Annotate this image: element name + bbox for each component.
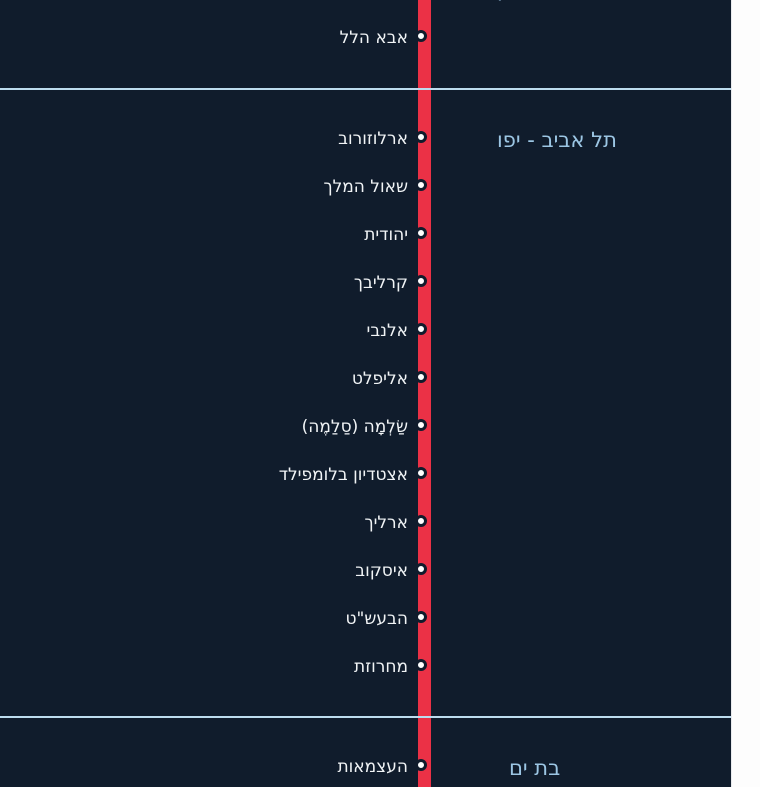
station-dot-icon (415, 227, 427, 239)
station-name: יהודית (364, 225, 408, 245)
station-dot-icon (415, 131, 427, 143)
station-name: שאול המלך (323, 177, 408, 197)
station-name: שַׂלְמָה (סַלַמֶה) (301, 417, 408, 437)
station-dot-icon (415, 611, 427, 623)
station-name: אבא הלל (339, 28, 408, 48)
red-line (418, 0, 431, 787)
station-name: איסקוב (355, 561, 408, 581)
station-name: אליפלט (351, 369, 408, 389)
transit-line-map: ביאליק רמת גן אבא הלל ארלוזורוב תל אביב … (0, 0, 731, 787)
station-dot-icon (415, 515, 427, 527)
page-right-gutter (731, 0, 760, 787)
station-dot-icon (415, 563, 427, 575)
station-dot-icon (415, 30, 427, 42)
region-label: תל אביב - יפו (497, 128, 617, 152)
station-name: העצמאות (337, 757, 408, 777)
station-dot-icon (415, 179, 427, 191)
station-dot-icon (415, 275, 427, 287)
zone-divider (0, 88, 731, 90)
station-dot-icon (415, 323, 427, 335)
station-name: אצטדיון בלומפילד (278, 465, 408, 485)
station-name: מחרוזת (354, 657, 408, 677)
station-dot-icon (415, 467, 427, 479)
station-dot-icon (415, 419, 427, 431)
station-name: ארלוזורוב (338, 129, 408, 149)
station-name: קרליבך (353, 273, 408, 293)
zone-divider (0, 716, 731, 718)
station-dot-icon (415, 371, 427, 383)
region-label: רמת גן (497, 0, 558, 4)
station-name: הבעש"ט (345, 609, 408, 629)
station-name: אלנבי (366, 321, 408, 341)
station-name: ארליך (364, 513, 408, 533)
station-name: ביאליק (357, 0, 408, 1)
station-dot-icon (415, 759, 427, 771)
station-dot-icon (415, 659, 427, 671)
region-label: בת ים (509, 756, 561, 780)
